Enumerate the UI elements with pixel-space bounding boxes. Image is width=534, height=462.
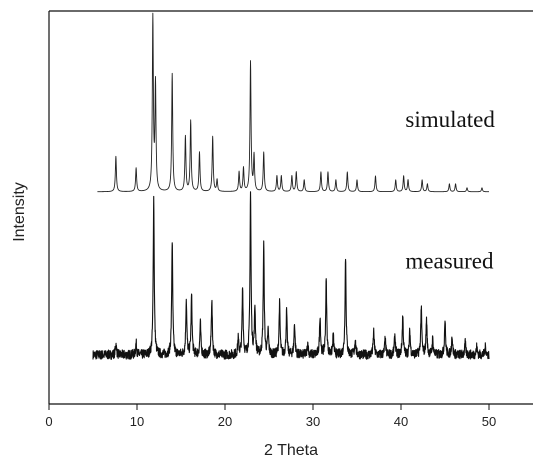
- x-tick-label: 50: [482, 414, 496, 429]
- x-tick-label: 40: [394, 414, 408, 429]
- x-tick-label: 20: [218, 414, 232, 429]
- x-tick-label: 0: [45, 414, 52, 429]
- measured-label: measured: [405, 248, 494, 273]
- simulated-label: simulated: [405, 107, 495, 132]
- x-tick-label: 10: [130, 414, 144, 429]
- simulated-series-line: [97, 12, 490, 193]
- x-axis-label: 2 Theta: [264, 442, 318, 459]
- measured-series-line: [92, 191, 490, 360]
- x-axis-ticks: 0 10 20 30 40 50: [45, 404, 496, 429]
- series-group: [92, 12, 490, 360]
- y-axis-label: Intensity: [11, 182, 28, 242]
- x-tick-label: 30: [306, 414, 320, 429]
- plot-frame: [48, 10, 533, 405]
